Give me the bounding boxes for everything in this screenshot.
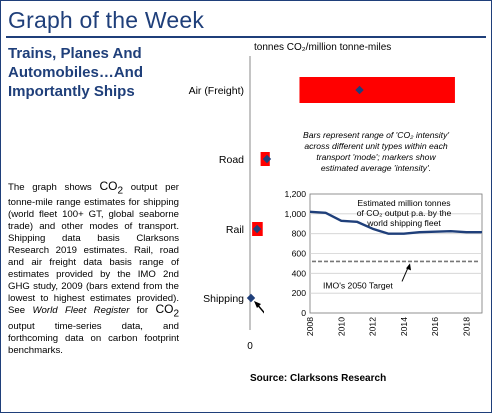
co2-letters: CO (99, 179, 118, 193)
title-bar: Graph of the Week (6, 6, 486, 38)
average-marker (252, 224, 262, 234)
chart-area: tonnes CO₂/million tonne-miles05001,0001… (189, 42, 488, 353)
co2-output-line (309, 210, 482, 235)
inset-x-tick-label: 2008 (305, 317, 315, 336)
inset-y-tick-label: 400 (292, 268, 307, 278)
body-text: The graph shows CO2 output per tonne-mil… (8, 179, 179, 356)
body-part: output time-series data, and forthcoming… (8, 320, 179, 356)
x-tick-label: 0 (247, 341, 253, 352)
target-arrowhead (406, 263, 411, 271)
average-marker (262, 154, 272, 164)
category-label: Air (Freight) (189, 85, 244, 97)
body-part: for (129, 305, 156, 317)
body-part: output per tonne-mile range estimates fo… (8, 182, 179, 317)
inset-x-tick-label: 2018 (461, 317, 471, 336)
body-part: The graph shows (8, 182, 100, 193)
inset-y-tick-label: 800 (292, 229, 307, 239)
range-bar (299, 77, 455, 103)
average-marker (246, 293, 256, 303)
target-label: IMO's 2050 Target (323, 280, 393, 290)
inset-chart: 0 200 400 600 800 1,000 1,200 2008 2010 2012 2014 2… (264, 189, 488, 353)
inset-y-tick-label: 0 (301, 308, 306, 318)
inset-x-tick-label: 2014 (399, 317, 409, 336)
world-fleet-register-ref: World Fleet Register (32, 305, 130, 317)
average-marker (355, 85, 364, 95)
shipping-arrowhead (253, 301, 261, 308)
category-label: Shipping (203, 293, 244, 305)
co2-word: CO2 (155, 302, 179, 320)
inset-title: Estimated million tonnes of CO₂ output p.… (357, 198, 452, 228)
inset-y-tick-label: 200 (292, 288, 307, 298)
inset-x-tick-label: 2016 (430, 317, 440, 336)
category-label: Rail (226, 224, 244, 236)
co2-letters: CO (155, 302, 174, 317)
category-label: Road (219, 154, 244, 166)
inset-x-tick-label: 2010 (336, 317, 346, 336)
source-note: Source: Clarksons Research (250, 373, 387, 384)
co2-word: CO2 (99, 179, 123, 197)
chart-title: tonnes CO₂/million tonne-miles (254, 42, 391, 53)
inset-y-tick-label: 600 (292, 249, 307, 259)
chart-note: Bars represent range of 'CO₂ intensity' a… (303, 130, 449, 173)
headline: Trains, Planes And Automobiles…And Impor… (8, 45, 143, 100)
inset-y-tick-label: 1,000 (284, 209, 306, 219)
page-title: Graph of the Week (8, 7, 205, 33)
inset-y-tick-label: 1,200 (284, 189, 306, 199)
inset-x-tick-label: 2012 (368, 317, 378, 336)
